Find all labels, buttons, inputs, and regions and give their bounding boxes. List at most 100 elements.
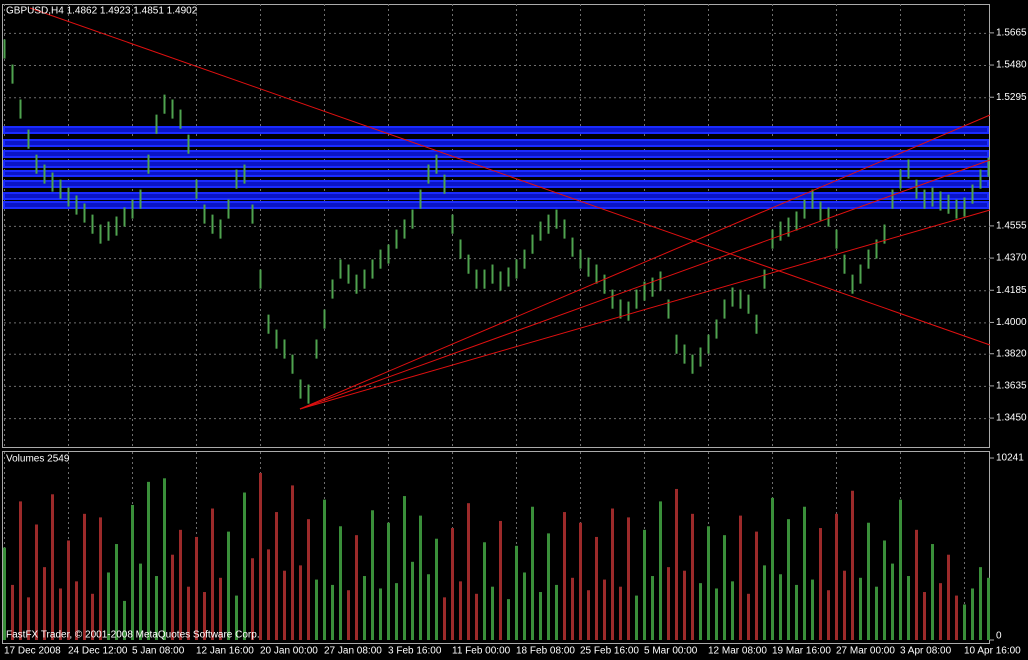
y-tick-label: 1.4000 (996, 317, 1027, 328)
volume-bar (115, 544, 118, 640)
y-tick-label: 1.3450 (996, 413, 1027, 424)
volume-title: Volumes 2549 (6, 454, 70, 465)
volume-bar (75, 581, 78, 640)
volume-bar (619, 586, 622, 640)
volume-bar (827, 590, 830, 640)
volume-bar (971, 588, 974, 640)
volume-bar (979, 567, 982, 640)
volume-bar (139, 563, 142, 640)
y-tick-label: 1.5295 (996, 92, 1027, 103)
zone (3, 192, 989, 200)
volume-bar (547, 533, 550, 640)
volume-bar (875, 586, 878, 640)
volume-bar (211, 508, 214, 640)
volume-bar (475, 593, 478, 640)
volume-bar (243, 492, 246, 640)
volume-bar (955, 595, 958, 640)
volume-bar (843, 570, 846, 640)
chart-title: GBPUSD,H4 1.4862 1.4923 1.4851 1.4902 (6, 6, 198, 17)
x-tick-label: 18 Feb 08:00 (516, 646, 575, 657)
x-tick-label: 5 Mar 00:00 (644, 646, 698, 657)
volume-bar (787, 519, 790, 640)
trend-line (299, 114, 991, 410)
x-tick-label: 25 Feb 16:00 (580, 646, 639, 657)
x-tick-label: 27 Jan 08:00 (324, 646, 382, 657)
volume-bar (339, 526, 342, 640)
volume-bar (107, 572, 110, 640)
volume-bar (539, 592, 542, 640)
x-tick-label: 3 Apr 08:00 (900, 646, 952, 657)
volume-bar (395, 583, 398, 640)
volume-bar (651, 576, 654, 640)
volume-bar (59, 588, 62, 640)
volume-bar (675, 488, 678, 640)
volume-bar (779, 574, 782, 640)
price-zones (3, 126, 989, 209)
volume-bar (771, 497, 774, 640)
volume-bar (163, 478, 166, 640)
volume-bar (891, 563, 894, 640)
y-tick-label: 0 (996, 631, 1002, 642)
volume-bar (259, 472, 262, 640)
trend-line (29, 7, 991, 346)
volume-bar (803, 506, 806, 640)
volume-bar (707, 526, 710, 640)
volume-bar (467, 503, 470, 640)
volume-bar (83, 513, 86, 640)
volume-bar (451, 528, 454, 640)
y-tick-label: 1.4185 (996, 285, 1027, 296)
x-tick-label: 3 Feb 16:00 (388, 646, 442, 657)
volume-bar (403, 496, 406, 640)
volume-bar (347, 590, 350, 640)
volume-bar (499, 520, 502, 640)
volume-bar (683, 570, 686, 640)
volume-bar (483, 542, 486, 640)
volume-bar (179, 529, 182, 640)
x-tick-label: 20 Jan 00:00 (260, 646, 318, 657)
volume-bar (91, 593, 94, 640)
volume-bar (819, 528, 822, 640)
y-tick-label: 1.3820 (996, 348, 1027, 359)
volume-bar (11, 584, 14, 640)
volume-bar (187, 586, 190, 640)
volume-bar (251, 558, 254, 640)
volume-bar (67, 540, 70, 640)
volume-bar (99, 517, 102, 640)
volume-bar (523, 572, 526, 640)
volume-bar (595, 536, 598, 640)
volume-bar (443, 597, 446, 640)
volume-bar (459, 581, 462, 640)
volume-bar (723, 535, 726, 640)
x-tick-label: 10 Apr 16:00 (964, 646, 1021, 657)
volume-bar (227, 531, 230, 640)
volume-bar (419, 515, 422, 640)
x-tick-label: 27 Mar 00:00 (836, 646, 895, 657)
volume-bar (387, 522, 390, 640)
y-tick-label: 1.5480 (996, 60, 1027, 71)
volume-bar (635, 595, 638, 640)
volume-bar (299, 565, 302, 640)
zone (3, 139, 989, 147)
volume-bar (35, 524, 38, 640)
volume-bar (19, 501, 22, 640)
y-tick-label: 1.3635 (996, 381, 1027, 392)
volume-bar (275, 512, 278, 640)
x-tick-label: 19 Mar 16:00 (772, 646, 831, 657)
volume-bar (883, 540, 886, 640)
volume-bar (219, 577, 222, 640)
volume-bar (171, 554, 174, 640)
volume-bar (579, 522, 582, 640)
volume-bar (835, 513, 838, 640)
volume-bar (195, 536, 198, 640)
volume-bar (571, 577, 574, 640)
volume-bar (691, 513, 694, 640)
price-bars (3, 39, 990, 404)
volume-bar (331, 584, 334, 640)
volume-bar (963, 604, 966, 640)
volume-bar (923, 592, 926, 640)
volume-bar (715, 588, 718, 640)
volume-bar (947, 554, 950, 640)
volume-bar (43, 567, 46, 640)
